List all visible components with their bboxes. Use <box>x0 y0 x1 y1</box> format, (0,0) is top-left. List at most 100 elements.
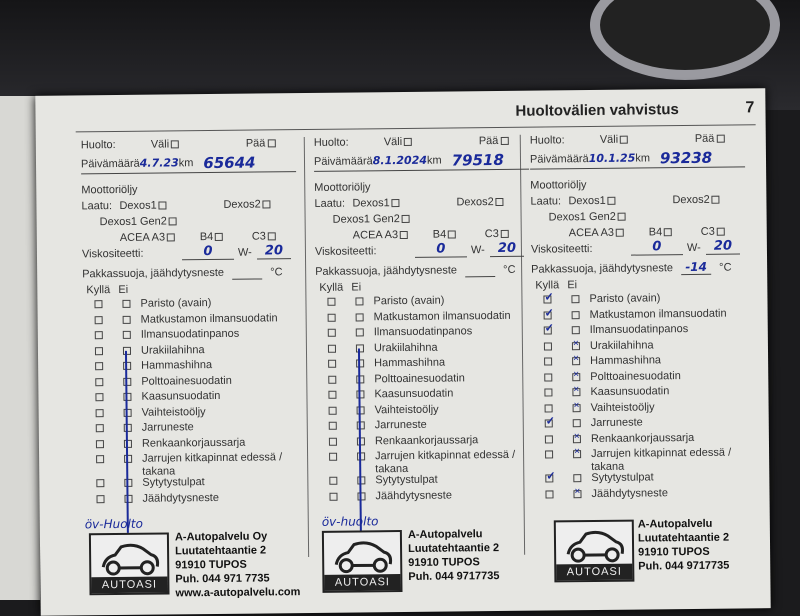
yes-checkbox[interactable] <box>328 360 336 368</box>
dexos1-checkbox[interactable] <box>159 202 167 210</box>
dexos1-option: Dexos1 <box>119 199 166 211</box>
no-checkbox[interactable] <box>572 388 580 396</box>
yes-checkbox[interactable] <box>329 453 337 461</box>
checklist-item: Jarrujen kitkapinnat edessä / takana <box>317 448 532 474</box>
acea-checkbox[interactable] <box>167 233 175 241</box>
dexos1gen2-checkbox[interactable] <box>402 215 410 223</box>
no-checkbox[interactable] <box>122 300 130 308</box>
no-checkbox[interactable] <box>571 295 579 303</box>
viscosity-hot-value: 20 <box>490 241 524 257</box>
yes-checkbox[interactable] <box>96 455 104 463</box>
yes-checkbox[interactable] <box>328 313 336 321</box>
item-label: Hammashihna <box>141 358 301 373</box>
paa-checkbox[interactable] <box>267 139 275 147</box>
yes-checkbox[interactable] <box>95 378 103 386</box>
yes-checkbox[interactable] <box>545 419 553 427</box>
vali-checkbox[interactable] <box>404 138 412 146</box>
vali-checkbox[interactable] <box>620 136 628 144</box>
yes-checkbox[interactable] <box>544 388 552 396</box>
checklist-item: Jäähdytysneste <box>533 485 748 503</box>
yes-checkbox[interactable] <box>95 331 103 339</box>
no-column-label: Ei <box>567 279 577 291</box>
yes-checkbox[interactable] <box>329 406 337 414</box>
yes-checkbox[interactable] <box>544 342 552 350</box>
acea-checkbox[interactable] <box>616 229 624 237</box>
yes-checkbox[interactable] <box>96 495 104 503</box>
acea-checkbox[interactable] <box>400 231 408 239</box>
yes-checkbox[interactable] <box>94 300 102 308</box>
b4-checkbox[interactable] <box>215 233 223 241</box>
yes-checkbox[interactable] <box>545 450 553 458</box>
paa-checkbox[interactable] <box>716 135 724 143</box>
no-checkbox[interactable] <box>573 450 581 458</box>
km-value: 79518 <box>452 151 504 170</box>
paa-checkbox[interactable] <box>500 137 508 145</box>
item-label: Matkustamon ilmansuodatin <box>590 307 750 322</box>
yes-checkbox[interactable] <box>327 298 335 306</box>
yes-checkbox[interactable] <box>96 409 104 417</box>
no-checkbox[interactable] <box>572 373 580 381</box>
no-checkbox[interactable] <box>356 313 364 321</box>
yes-checkbox[interactable] <box>544 357 552 365</box>
yes-checkbox[interactable] <box>545 404 553 412</box>
b4-checkbox[interactable] <box>664 228 672 236</box>
no-checkbox[interactable] <box>572 342 580 350</box>
yes-checkbox[interactable] <box>544 311 552 319</box>
item-label: Kaasunsuodatin <box>374 387 534 402</box>
yes-checkbox[interactable] <box>328 391 336 399</box>
no-checkbox[interactable] <box>573 474 581 482</box>
no-checkbox[interactable] <box>572 326 580 334</box>
yes-checkbox[interactable] <box>95 362 103 370</box>
yes-checkbox[interactable] <box>544 326 552 334</box>
no-checkbox[interactable] <box>573 435 581 443</box>
yes-checkbox[interactable] <box>96 440 104 448</box>
yes-checkbox[interactable] <box>329 422 337 430</box>
km-value: 65644 <box>203 154 255 173</box>
yes-checkbox[interactable] <box>328 344 336 352</box>
no-checkbox[interactable] <box>573 419 581 427</box>
workshop-website: www.a-autopalvelu.com <box>175 585 300 600</box>
dexos2-checkbox[interactable] <box>263 200 271 208</box>
no-checkbox[interactable] <box>356 328 364 336</box>
yes-checkbox[interactable] <box>329 492 337 500</box>
acea-option: ACEA A3 <box>569 227 624 240</box>
yes-checkbox[interactable] <box>329 437 337 445</box>
yes-checkbox[interactable] <box>95 316 103 324</box>
yes-checkbox[interactable] <box>544 373 552 381</box>
yes-checkbox[interactable] <box>95 393 103 401</box>
no-checkbox[interactable] <box>572 311 580 319</box>
dexos1gen2-checkbox[interactable] <box>169 217 177 225</box>
yes-checkbox[interactable] <box>543 295 551 303</box>
no-checkbox[interactable] <box>123 315 131 323</box>
viscosity-cold-value: 0 <box>415 241 467 258</box>
no-checkbox[interactable] <box>573 490 581 498</box>
yes-checkbox[interactable] <box>96 479 104 487</box>
no-checkbox[interactable] <box>572 357 580 365</box>
yes-checkbox[interactable] <box>545 435 553 443</box>
dexos1-checkbox[interactable] <box>392 199 400 207</box>
workshop-phone: Puh. 044 971 7735 <box>175 571 300 586</box>
acea-option: ACEA A3 <box>353 229 408 242</box>
yes-checkbox[interactable] <box>329 477 337 485</box>
no-checkbox[interactable] <box>573 404 581 412</box>
dexos1-checkbox[interactable] <box>608 197 616 205</box>
vali-checkbox[interactable] <box>171 140 179 148</box>
dexos2-checkbox[interactable] <box>496 198 504 206</box>
km-label: km <box>427 155 442 167</box>
yes-checkbox[interactable] <box>95 347 103 355</box>
no-checkbox[interactable] <box>355 297 363 305</box>
acea-option: ACEA A3 <box>120 231 175 244</box>
dexos1gen2-checkbox[interactable] <box>618 213 626 221</box>
yes-checkbox[interactable] <box>328 375 336 383</box>
c3-checkbox[interactable] <box>501 230 509 238</box>
c3-checkbox[interactable] <box>268 232 276 240</box>
yes-checkbox[interactable] <box>545 474 553 482</box>
c3-checkbox[interactable] <box>717 228 725 236</box>
yes-checkbox[interactable] <box>545 490 553 498</box>
no-checkbox[interactable] <box>123 331 131 339</box>
dexos2-checkbox[interactable] <box>712 196 720 204</box>
yes-checkbox[interactable] <box>96 424 104 432</box>
b4-checkbox[interactable] <box>448 231 456 239</box>
yes-checkbox[interactable] <box>328 329 336 337</box>
